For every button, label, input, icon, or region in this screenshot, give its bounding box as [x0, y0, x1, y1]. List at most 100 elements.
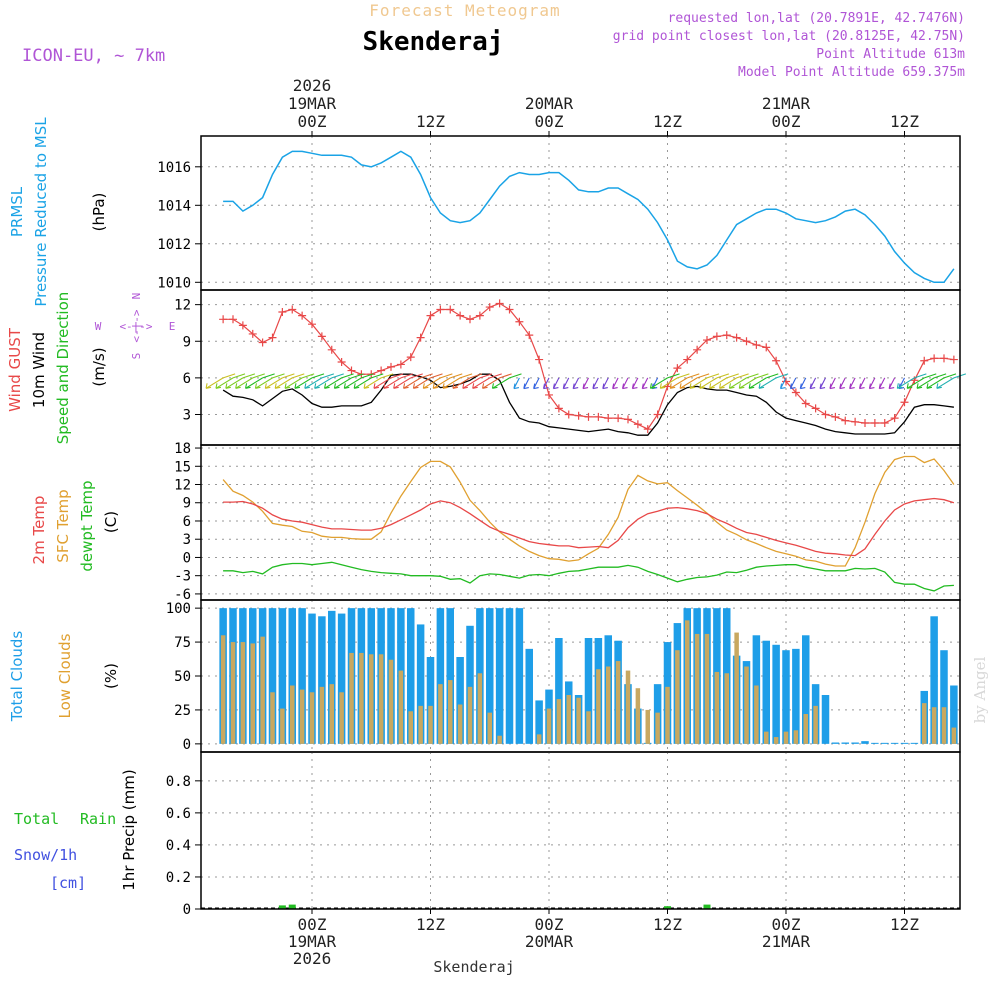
low-cloud-bar [803, 714, 808, 744]
total-cloud-bar [308, 613, 316, 744]
pressure-tick-label: 1014 [157, 198, 191, 214]
low-cloud-bar [299, 689, 305, 744]
wind-direction-arrow [649, 373, 680, 389]
temp-tick-label: 0 [183, 550, 191, 566]
total-cloud-bar [525, 648, 533, 744]
total-cloud-bar [515, 608, 524, 744]
time-label: 19MAR [288, 932, 337, 951]
gust-marker [693, 345, 702, 354]
wind-direction-arrow [215, 373, 246, 389]
svg-text:Total Clouds: Total Clouds [8, 631, 26, 723]
wind-direction-arrow [412, 373, 443, 389]
gust-marker [238, 321, 247, 330]
time-label: 00Z [535, 915, 564, 934]
wind-direction-arrow [324, 373, 354, 389]
low-cloud-bar [280, 708, 285, 744]
gust-marker [653, 410, 662, 419]
wind-direction-arrow [809, 377, 817, 390]
time-label: 2026 [293, 76, 332, 95]
low-cloud-bar [497, 735, 502, 744]
low-cloud-bar [566, 695, 571, 744]
low-cloud-bar [230, 642, 236, 744]
total-cloud-bar [416, 624, 425, 744]
total-cloud-bar [584, 638, 593, 744]
wind-direction-arrow [552, 377, 560, 390]
gridpoint-coords: grid point closest lon,lat (20.8125E, 42… [613, 29, 965, 44]
gust-marker [772, 356, 781, 365]
gust-marker [485, 303, 494, 312]
temp-tick-label: -3 [174, 569, 191, 585]
wind-direction-arrow [482, 373, 512, 389]
wind-direction-arrow [709, 373, 739, 389]
low-cloud-bar [457, 704, 463, 744]
low-cloud-bar [951, 727, 957, 744]
gust-marker [337, 358, 346, 367]
temp-tick-label: 12 [174, 478, 191, 494]
low-cloud-bar [240, 642, 246, 744]
svg-text:Rain: Rain [80, 810, 116, 828]
wind-direction-arrow [839, 377, 846, 390]
forecast-subtitle: Forecast Meteogram [369, 1, 560, 20]
gust-marker [841, 416, 850, 425]
time-label: 21MAR [762, 932, 811, 951]
gust-marker [604, 414, 613, 423]
low-cloud-bar [734, 632, 739, 744]
wind-direction-arrow [641, 377, 649, 390]
gust-marker [890, 414, 899, 423]
total-cloud-bar [535, 700, 543, 744]
total-cloud-bar [495, 608, 504, 744]
wind-direction-arrow [442, 373, 473, 389]
wind-direction-arrow [859, 377, 866, 390]
gust-marker [762, 343, 771, 352]
gust-marker [219, 315, 228, 324]
total-cloud-bar [802, 635, 810, 744]
low-cloud-bar [250, 643, 255, 744]
svg-text:S: S [130, 353, 143, 360]
rain-bar [278, 905, 286, 909]
wind-direction-arrow [719, 373, 749, 389]
gust-marker [298, 311, 307, 320]
wind-direction-arrow [235, 373, 265, 389]
wind-direction-arrow [659, 373, 690, 389]
wind-tick-label: 6 [183, 371, 191, 387]
sfc-temp-line [222, 455, 955, 567]
gust-marker [436, 305, 445, 314]
rain-bar [703, 904, 711, 909]
gust-marker [870, 419, 879, 428]
wind-direction-arrow [602, 377, 609, 390]
time-label: 00Z [772, 915, 801, 934]
wind-direction-arrow [343, 373, 374, 389]
footer-location: Skenderaj [433, 958, 514, 976]
low-cloud-bar [694, 633, 700, 744]
time-label: 2026 [293, 949, 332, 968]
wind-direction-arrow [926, 373, 957, 389]
gust-marker [930, 354, 939, 363]
temp-tick-label: -6 [174, 587, 191, 603]
wind-direction-arrow [592, 377, 599, 390]
gust-marker [900, 398, 909, 407]
gust-marker [683, 355, 692, 364]
time-label: 00Z [772, 112, 801, 131]
rain-bar [288, 904, 296, 909]
total-cloud-bar [456, 657, 464, 744]
wind-direction-arrow [225, 373, 256, 389]
gust-marker [614, 414, 623, 423]
wind-direction-arrow [878, 377, 886, 390]
low-cloud-bar [329, 684, 334, 744]
wind-direction-arrow [758, 373, 789, 389]
pressure-frame [200, 135, 961, 291]
svg-text:[cm]: [cm] [50, 874, 86, 892]
temp-frame [200, 444, 961, 601]
gust-marker [801, 399, 810, 408]
low-cloud-bar [764, 731, 769, 744]
gust-marker [347, 366, 356, 375]
wind-direction-arrow [562, 377, 570, 390]
low-cloud-bar [556, 699, 562, 744]
temp-tick-label: 6 [183, 514, 191, 530]
wind-direction-arrow [612, 377, 619, 390]
temp-tick-label: 9 [183, 496, 191, 512]
temp-labels: 2m Temp SFC Temp dewpt Temp (C) [30, 480, 120, 571]
wind-direction-arrow [906, 373, 937, 389]
rain-bar [664, 906, 671, 909]
